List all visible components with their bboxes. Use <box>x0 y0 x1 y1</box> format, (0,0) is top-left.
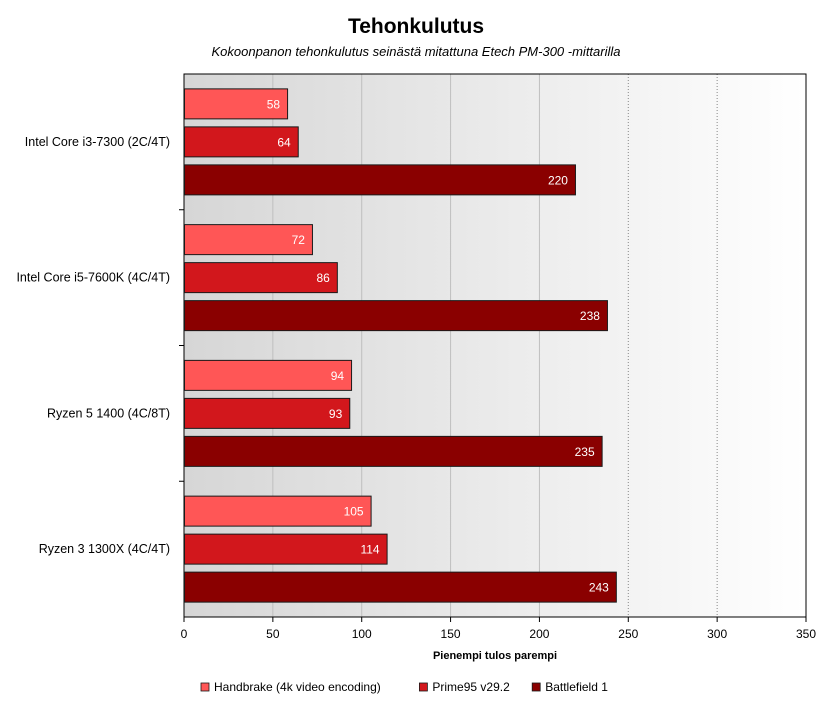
bar-value-label: 243 <box>589 581 609 595</box>
x-tick-label: 100 <box>352 627 372 641</box>
bar <box>184 88 289 120</box>
x-tick-label: 350 <box>796 627 816 641</box>
legend-swatch <box>531 682 541 692</box>
bar-value-label: 72 <box>292 233 306 247</box>
bar-value-label: 105 <box>344 505 364 519</box>
chart-subtitle: Kokoonpanon tehonkulutus seinästä mitatt… <box>211 44 620 59</box>
plot-area: 0 50 100 150 200 250 300 350 Intel Core i3-7300 … <box>16 73 816 641</box>
legend-swatch <box>418 682 428 692</box>
bar <box>184 126 299 158</box>
x-tick-label: 300 <box>707 627 727 641</box>
x-tick-label: 150 <box>441 627 461 641</box>
bar-value-label: 238 <box>580 309 600 323</box>
x-tick-label: 0 <box>181 627 188 641</box>
bar <box>184 359 353 391</box>
bar-value-label: 94 <box>331 369 345 383</box>
legend-label: Battlefield 1 <box>545 680 608 694</box>
x-axis-label: Pienempi tulos parempi <box>433 650 557 662</box>
category-label: Intel Core i3-7300 (2C/4T) <box>25 135 170 149</box>
bar-value-label: 114 <box>360 543 379 557</box>
bar <box>184 397 351 429</box>
category-label: Ryzen 3 1300X (4C/4T) <box>39 542 170 556</box>
bar-value-label: 64 <box>277 135 291 149</box>
legend-swatch <box>200 682 210 692</box>
chart-title: Tehonkulutus <box>348 15 484 38</box>
bar-value-label: 93 <box>329 407 343 421</box>
bar <box>184 435 603 467</box>
bar <box>184 571 617 603</box>
bar-value-label: 220 <box>548 173 568 187</box>
bar <box>184 164 576 196</box>
bar-value-label: 86 <box>316 271 330 285</box>
bar <box>184 533 388 565</box>
category-label: Ryzen 5 1400 (4C/8T) <box>47 406 170 420</box>
legend: Handbrake (4k video encoding) Prime95 v29… <box>200 680 608 694</box>
bar-value-label: 235 <box>575 445 595 459</box>
category-label: Intel Core i5-7600K (4C/4T) <box>16 271 170 285</box>
bar <box>184 495 372 527</box>
bar <box>184 300 608 332</box>
bar-value-label: 58 <box>267 97 281 111</box>
bar <box>184 262 338 294</box>
x-tick-label: 250 <box>618 627 638 641</box>
bar <box>184 224 313 256</box>
legend-label: Prime95 v29.2 <box>432 680 510 694</box>
legend-label: Handbrake (4k video encoding) <box>214 680 381 694</box>
x-tick-label: 50 <box>266 627 280 641</box>
x-tick-label: 200 <box>529 627 549 641</box>
